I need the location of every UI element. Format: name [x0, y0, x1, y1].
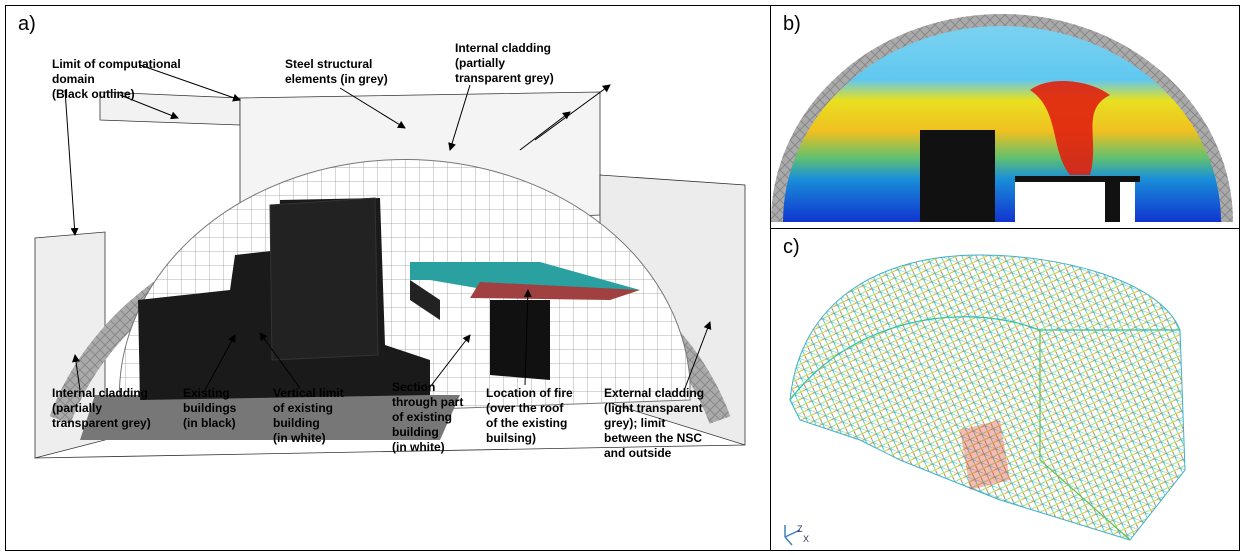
annotation: builsing) — [486, 431, 536, 445]
annotation: of existing — [392, 410, 452, 424]
annotation: (in white) — [273, 431, 326, 445]
annotation: Vertical limit — [273, 386, 344, 400]
annotation: (Black outline) — [52, 87, 135, 101]
annotation: Existing — [183, 386, 230, 400]
annotation: through part — [392, 395, 463, 409]
annotation: (over the roof — [486, 401, 564, 415]
annotation: Section — [392, 380, 435, 394]
annotation: (partially — [455, 56, 505, 70]
axis-label: X — [803, 534, 809, 544]
annotation: Limit of computational — [52, 57, 181, 71]
panel-label: a) — [18, 13, 36, 35]
annotation: External cladding — [604, 386, 704, 400]
annotation: building — [392, 425, 439, 439]
annotation: (in white) — [392, 440, 445, 454]
annotation: and outside — [604, 446, 672, 460]
annotation: Internal cladding — [52, 386, 148, 400]
annotation: of existing — [273, 401, 333, 415]
mesh-view — [785, 255, 1185, 545]
annotation: between the NSC — [604, 431, 702, 445]
figure: a) b) c) Limit of computationaldomain(Black… — [0, 0, 1245, 555]
panel-label: b) — [783, 13, 801, 35]
annotation: buildings — [183, 401, 237, 415]
annotation: (light transparent — [604, 401, 703, 415]
annotation: (partially — [52, 401, 102, 415]
panel-label: c) — [783, 236, 800, 258]
annotation: grey); limit — [604, 416, 665, 430]
annotation: Location of fire — [486, 386, 573, 400]
annotation: Steel structural — [285, 57, 372, 71]
annotation: of the existing — [486, 416, 567, 430]
annotation: Internal cladding — [455, 41, 551, 55]
temperature-view — [777, 18, 1227, 228]
annotation: elements (in grey) — [285, 72, 388, 86]
annotation: (in black) — [183, 416, 236, 430]
axis-label: Z — [797, 524, 803, 534]
annotation: transparent grey) — [455, 71, 554, 85]
annotation: transparent grey) — [52, 416, 151, 430]
annotation: building — [273, 416, 320, 430]
annotation: domain — [52, 72, 95, 86]
